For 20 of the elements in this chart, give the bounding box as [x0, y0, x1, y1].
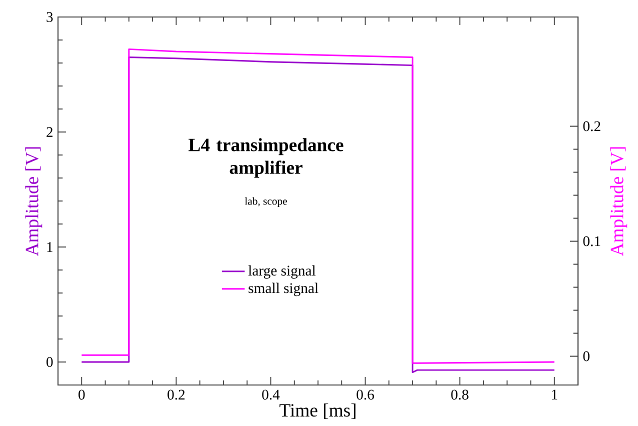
y-tick-label: 2 [46, 127, 52, 137]
y-tick-label: 3 [46, 12, 53, 22]
y2-tick-label: 0.1 [583, 236, 600, 246]
x-tick-label: 0.8 [451, 390, 468, 400]
legend-label: large signal [248, 265, 316, 279]
x-tick-label: 0 [78, 390, 85, 400]
y2-tick-label: 0.2 [583, 121, 600, 132]
x-tick-label: 0.2 [168, 390, 185, 400]
x-tick-label: 0.6 [356, 390, 374, 400]
y-tick-label: 1 [47, 242, 52, 252]
text: L4 transimpedance amplifier [188, 138, 344, 178]
y2-tick-label: 0 [583, 351, 590, 362]
legend-label: small signal [248, 282, 318, 296]
y-axis-title: Amplitude [V] [25, 147, 42, 256]
y-tick-label: 0 [46, 357, 53, 367]
y2-axis-title: Amplitude [V] [610, 147, 628, 256]
x-axis-title: Time [ms] [280, 403, 356, 419]
text: lab, scope [244, 197, 287, 207]
x-tick-label: 0.4 [262, 390, 280, 400]
x-tick-label: 1 [552, 390, 558, 400]
